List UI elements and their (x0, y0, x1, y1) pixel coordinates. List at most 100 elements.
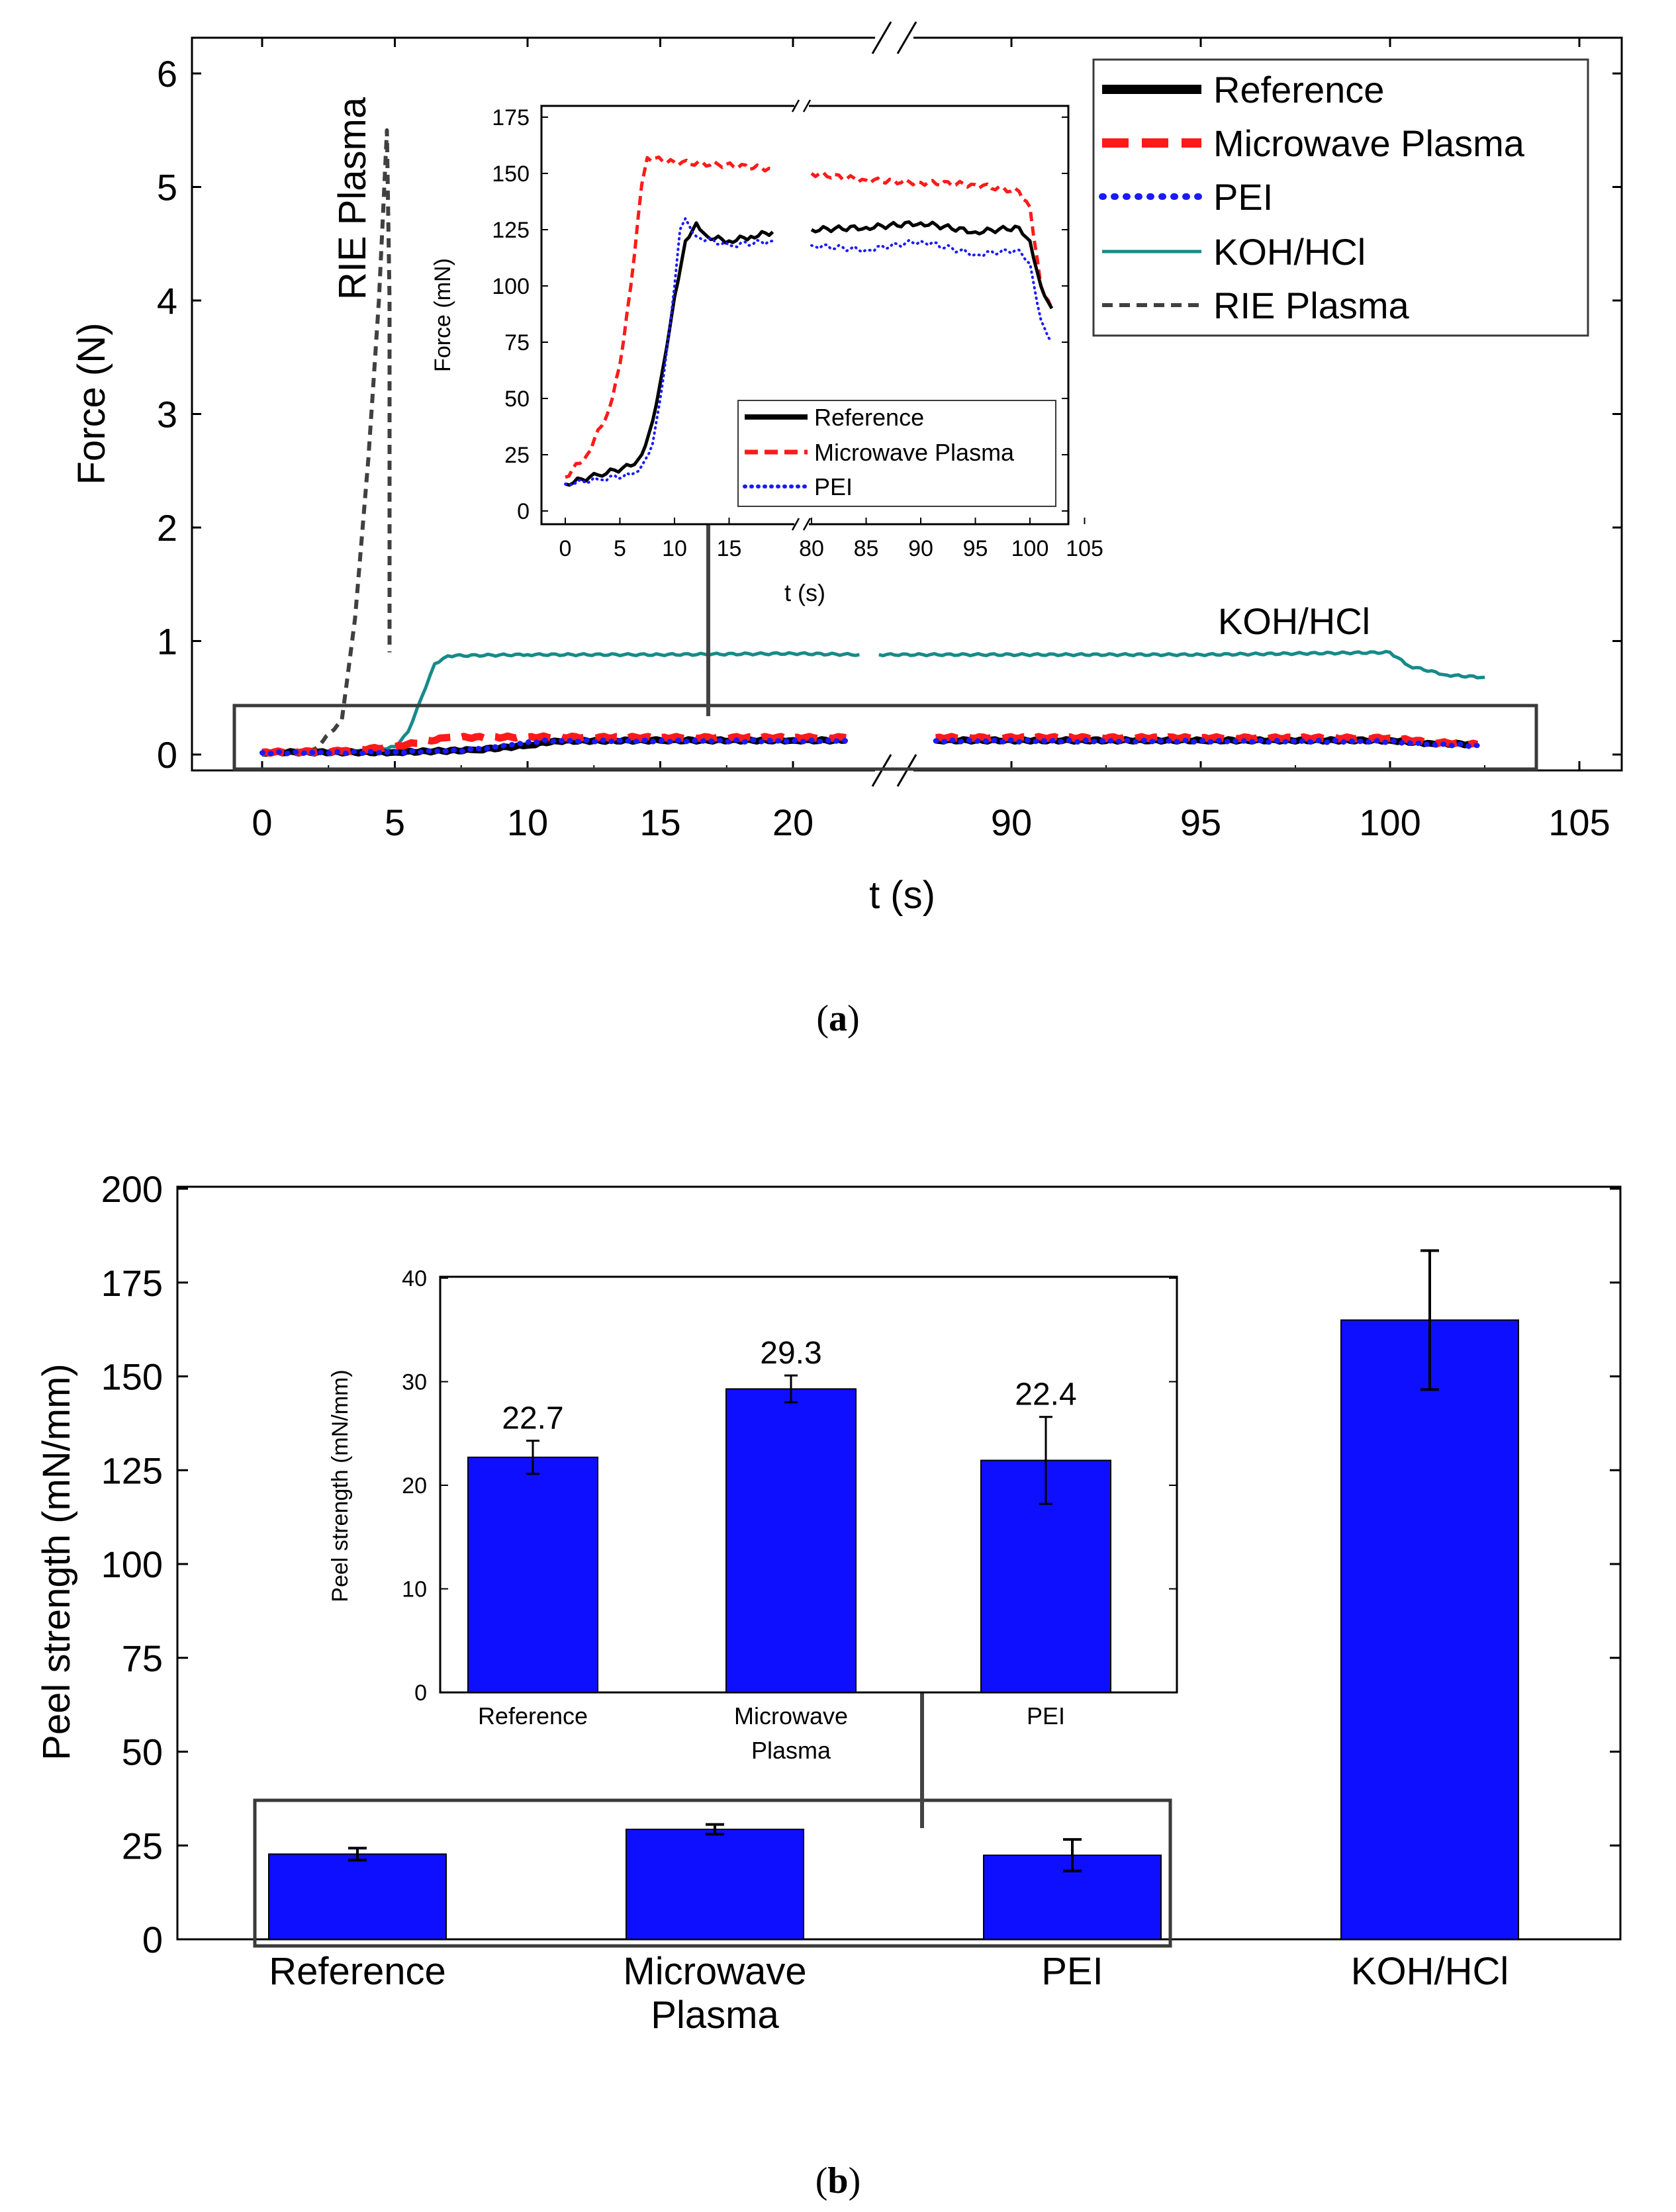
x-tick-label: 10 (507, 802, 548, 843)
chart-b-zoom-box (253, 1798, 1172, 1948)
inset-y-tick-label: 0 (414, 1681, 427, 1706)
inset-bar (725, 1388, 857, 1694)
inset-x-tick-label: 10 (662, 536, 687, 561)
chart-a-legend: Reference Microwave Plasma PEI KOH/HCl R… (1092, 58, 1589, 337)
chart-a-koh-line (878, 649, 1485, 680)
y-tick-label: 5 (157, 167, 177, 208)
chart-a-xlabel: t (s) (869, 874, 935, 917)
inset-y-tick-label: 150 (492, 161, 530, 187)
y-tick-label: 6 (157, 53, 177, 95)
inset-y-tick-label: 10 (402, 1577, 427, 1602)
chart-a-x-break-top (871, 21, 917, 54)
chart-a-pei-line (933, 737, 1480, 749)
inset-y-tick-label: 50 (504, 387, 530, 412)
inset-x-category-label: Microwave (734, 1702, 848, 1729)
inset-legend-entry-reference: Reference (745, 404, 924, 431)
chart-a-inset-x-axis: 0 5 10 15 80 85 90 95 100 105 (559, 518, 1103, 561)
y-tick-label: 175 (101, 1262, 163, 1304)
chart-b-ylabel: Peel strength (mN/mm) (35, 1363, 78, 1760)
chart-a-inset-xlabel: t (s) (784, 579, 825, 606)
chart-b-inset-ylabel: Peel strength (mN/mm) (328, 1369, 353, 1602)
chart-a-inset-pei-line (810, 238, 1053, 344)
inset-x-tick-label: 80 (799, 536, 824, 561)
chart-a-inset-reference-line (565, 221, 774, 487)
legend-entry-rie-plasma: RIE Plasma (1102, 285, 1409, 326)
inset-x-tick-label: 5 (614, 536, 626, 561)
inset-x-category-label: PEI (1027, 1702, 1065, 1729)
chart-a-microwave-line (935, 733, 1478, 749)
chart-a-microwave-line (261, 732, 847, 757)
legend-entry-microwave-plasma: Microwave Plasma (1102, 122, 1525, 164)
y-tick-label: 0 (157, 734, 177, 776)
chart-a-rie-annotation: RIE Plasma (331, 97, 374, 300)
inset-x-tick-label: 90 (908, 536, 933, 561)
y-tick-label: 50 (122, 1731, 163, 1773)
chart-b-bars (268, 1249, 1519, 1941)
x-category-label: Microwave (623, 1950, 806, 1993)
chart-a-inset-pei-line (564, 217, 774, 486)
x-tick-label: 20 (772, 802, 814, 843)
legend-label-microwave-plasma: Microwave Plasma (1213, 122, 1525, 164)
chart-a-inset-y-axis: 0 25 50 75 100 125 150 175 (492, 105, 1068, 524)
inset-x-tick-label: 95 (963, 536, 988, 561)
inset-legend-label-pei: PEI (814, 473, 853, 500)
chart-a-koh-annotation: KOH/HCl (1218, 600, 1370, 642)
inset-x-tick-label: 105 (1066, 536, 1103, 561)
legend-label-koh-hcl: KOH/HCl (1213, 231, 1366, 273)
inset-y-tick-label: 25 (504, 443, 530, 468)
y-tick-label: 150 (101, 1356, 163, 1398)
legend-label-rie-plasma: RIE Plasma (1213, 285, 1409, 326)
chart-a-inset-legend: Reference Microwave Plasma PEI (737, 400, 1056, 507)
chart-a-inset: 0 25 50 75 100 125 150 175 0 5 10 15 80 85 90 95 100 105… (430, 99, 1103, 606)
inset-legend-entry-pei: PEI (743, 473, 853, 500)
inset-y-tick-label: 125 (492, 218, 530, 243)
chart-a-ylabel: Force (N) (70, 323, 113, 485)
x-category-label: KOH/HCl (1351, 1950, 1509, 1993)
inset-y-tick-label: 30 (402, 1370, 427, 1395)
bar (1340, 1319, 1519, 1940)
inset-y-tick-label: 175 (492, 105, 530, 130)
inset-bar (467, 1456, 598, 1694)
inset-y-tick-label: 20 (402, 1473, 427, 1498)
chart-a-series (259, 128, 1485, 757)
chart-a-inset-reference-line (810, 220, 1054, 310)
chart-a-inset-x-break-bottom (791, 518, 812, 531)
x-tick-label: 0 (252, 802, 272, 843)
chart-a-zoom-box (232, 704, 1538, 771)
x-tick-label: 100 (1359, 802, 1420, 843)
inset-legend-label-reference: Reference (814, 404, 924, 431)
bar (626, 1828, 804, 1940)
inset-bar-value-label: 22.4 (1015, 1377, 1076, 1412)
y-tick-label: 75 (122, 1637, 163, 1679)
inset-legend-entry-microwave-plasma: Microwave Plasma (745, 439, 1015, 466)
chart-b-inset-y-axis: 0 10 20 30 40 (402, 1266, 1177, 1706)
inset-x-tick-label: 85 (854, 536, 879, 561)
y-tick-label: 2 (157, 507, 177, 549)
inset-x-category-label: Plasma (751, 1737, 831, 1764)
inset-x-tick-label: 100 (1011, 536, 1049, 561)
inset-y-tick-label: 40 (402, 1266, 427, 1291)
inset-y-tick-label: 100 (492, 274, 530, 299)
legend-entry-reference: Reference (1102, 69, 1384, 111)
inset-y-tick-label: 75 (504, 330, 530, 355)
chart-a-inset-x-break-top (791, 99, 812, 113)
y-tick-label: 4 (157, 280, 177, 322)
inset-x-tick-label: 15 (717, 536, 742, 561)
legend-label-reference: Reference (1213, 69, 1384, 111)
inset-bar-value-label: 22.7 (502, 1401, 563, 1436)
inset-x-tick-label: 0 (559, 536, 572, 561)
chart-a-inset-microwave-line (810, 171, 1054, 310)
chart-b-inset: 0 10 20 30 40 Reference Microwave Plasma PEI Pe… (328, 1266, 1178, 1764)
chart-a-pei-line (259, 737, 849, 757)
x-tick-label: 15 (639, 802, 680, 843)
y-tick-label: 1 (157, 621, 177, 663)
x-category-label: Reference (269, 1950, 446, 1993)
x-tick-label: 5 (385, 802, 405, 843)
inset-bar-value-label: 29.3 (760, 1336, 821, 1371)
y-tick-label: 3 (157, 394, 177, 436)
x-tick-label: 90 (991, 802, 1032, 843)
